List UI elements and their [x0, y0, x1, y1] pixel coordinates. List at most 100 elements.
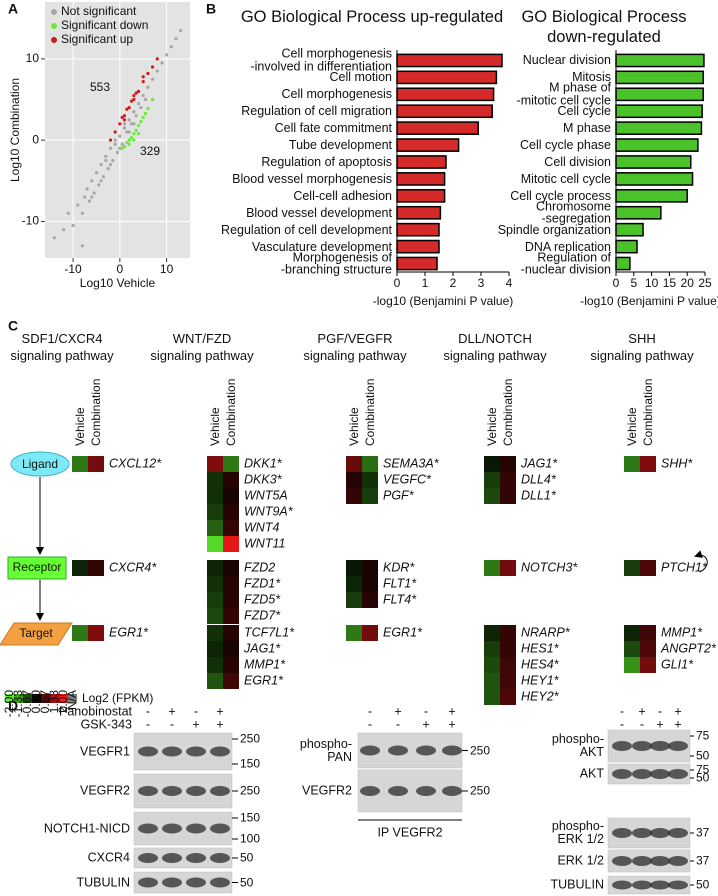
- legend-tick-label: 2.00: [56, 690, 70, 714]
- panel-letter: A: [8, 0, 19, 17]
- level-label: Ligand: [22, 457, 58, 471]
- category-label: Blood vessel development: [246, 205, 392, 220]
- heatmap-cell: [207, 592, 223, 608]
- category-label: Regulation of cell migration: [241, 103, 392, 118]
- heatmap-cell: [500, 657, 516, 673]
- point: [129, 99, 134, 103]
- mw-label: 50: [240, 875, 254, 890]
- column-header: Vehicle: [485, 407, 499, 446]
- x-tick-label: 3: [478, 276, 485, 290]
- bar: [615, 104, 703, 119]
- level-label: Receptor: [13, 560, 62, 574]
- point: [71, 223, 75, 228]
- point: [125, 140, 129, 145]
- heatmap-cell: [640, 560, 656, 576]
- heatmap-cell: [88, 560, 104, 576]
- ligand-shape: [10, 451, 70, 477]
- heatmap-cell: [207, 560, 223, 576]
- legend-label: Not significant: [61, 4, 137, 18]
- ip-label: IP VEGFR2: [377, 825, 443, 840]
- heatmap-cell: [500, 625, 516, 641]
- treatment-sign: +: [168, 704, 176, 719]
- heatmap-cell: [640, 657, 656, 673]
- blot-band: [668, 880, 688, 890]
- category-label: DNA replication: [524, 239, 611, 254]
- treatment-sign: -: [367, 717, 373, 732]
- treatment-sign: +: [448, 717, 456, 732]
- mw-label: 75: [696, 762, 710, 777]
- heatmap-cell: [223, 592, 239, 608]
- heatmap-cell: [624, 657, 640, 673]
- point: [136, 101, 141, 106]
- panel-letter: C: [8, 317, 19, 334]
- bar: [615, 138, 699, 152]
- category-label: Cell cycle: [557, 103, 612, 118]
- heatmap-cell: [207, 456, 223, 472]
- gene-label: EGR1*: [109, 625, 148, 640]
- heatmap-cell: [223, 560, 239, 576]
- gene-label: NRARP*: [521, 625, 570, 640]
- legend-tick-label: 0.67: [38, 690, 52, 714]
- chart-title: GO Biological Process up-regulated: [240, 8, 504, 27]
- point: [118, 146, 122, 150]
- treatment-sign: -: [423, 704, 429, 719]
- point: [134, 114, 138, 118]
- blot-band: [186, 786, 206, 796]
- blot-band: [210, 823, 230, 834]
- mw-label: 250: [240, 731, 261, 746]
- category-label: Mitotic cell cycle: [520, 171, 611, 186]
- bar: [615, 189, 688, 203]
- bar: [396, 189, 446, 203]
- treatment-sign: +: [674, 717, 682, 732]
- bar: [615, 256, 631, 271]
- category-label: Cell morphogenesis: [281, 87, 392, 102]
- blot-label: ERK 1/2: [557, 853, 604, 868]
- blot-label: VEGFR2: [79, 783, 130, 798]
- blot-label: phospho- AKT: [551, 731, 604, 759]
- mw-label: 100: [240, 831, 261, 846]
- column-header: Vehicle: [73, 407, 87, 446]
- category-label: Blood vessel morphogenesis: [232, 171, 392, 186]
- point: [139, 106, 143, 110]
- gene-label: HES4*: [521, 657, 559, 672]
- point: [106, 167, 110, 171]
- treatment-sign: +: [656, 717, 664, 732]
- annotation: 553: [90, 80, 110, 94]
- blot-band: [162, 746, 182, 757]
- heatmap-cell: [346, 560, 362, 576]
- point: [76, 203, 80, 207]
- blot-band: [360, 786, 380, 796]
- heatmap-cell: [500, 689, 516, 705]
- category-label: Cell-cell adhesion: [293, 188, 392, 203]
- legend-swatch: [41, 694, 50, 703]
- point: [132, 93, 136, 98]
- blot-band: [612, 880, 632, 890]
- heatmap-cell: [207, 520, 223, 536]
- blot-band: [210, 746, 230, 757]
- point: [80, 244, 85, 248]
- gene-label: PGF*: [383, 488, 414, 503]
- gene-label: FZD1*: [244, 576, 281, 591]
- legend-swatch: [51, 37, 57, 43]
- blot-band: [186, 746, 206, 757]
- pathway-title: PGF/VEGFR signaling pathway: [303, 331, 407, 363]
- heatmap-cell: [223, 657, 239, 673]
- pathway-title: SDF1/CXCR4 signaling pathway: [10, 331, 114, 363]
- x-axis-label: -log10 (Benjamini P value): [580, 294, 718, 308]
- gene-label: VEGFC*: [383, 472, 431, 487]
- blot-band: [388, 745, 408, 756]
- column-header: Combination: [363, 379, 377, 446]
- legend-label: Significant down: [61, 18, 148, 32]
- gene-label: WNT9A*: [244, 504, 293, 519]
- point: [87, 199, 92, 203]
- column-header: Combination: [89, 379, 103, 446]
- point: [108, 146, 113, 150]
- gene-label: TCF7L1*: [244, 625, 295, 640]
- point: [150, 77, 155, 81]
- blot-band: [210, 786, 230, 796]
- x-tick-label: 4: [506, 276, 513, 290]
- blot-band: [650, 828, 670, 838]
- mw-label: 250: [240, 783, 261, 798]
- blot-label: phospho- ERK 1/2: [551, 818, 604, 846]
- bar: [615, 70, 704, 85]
